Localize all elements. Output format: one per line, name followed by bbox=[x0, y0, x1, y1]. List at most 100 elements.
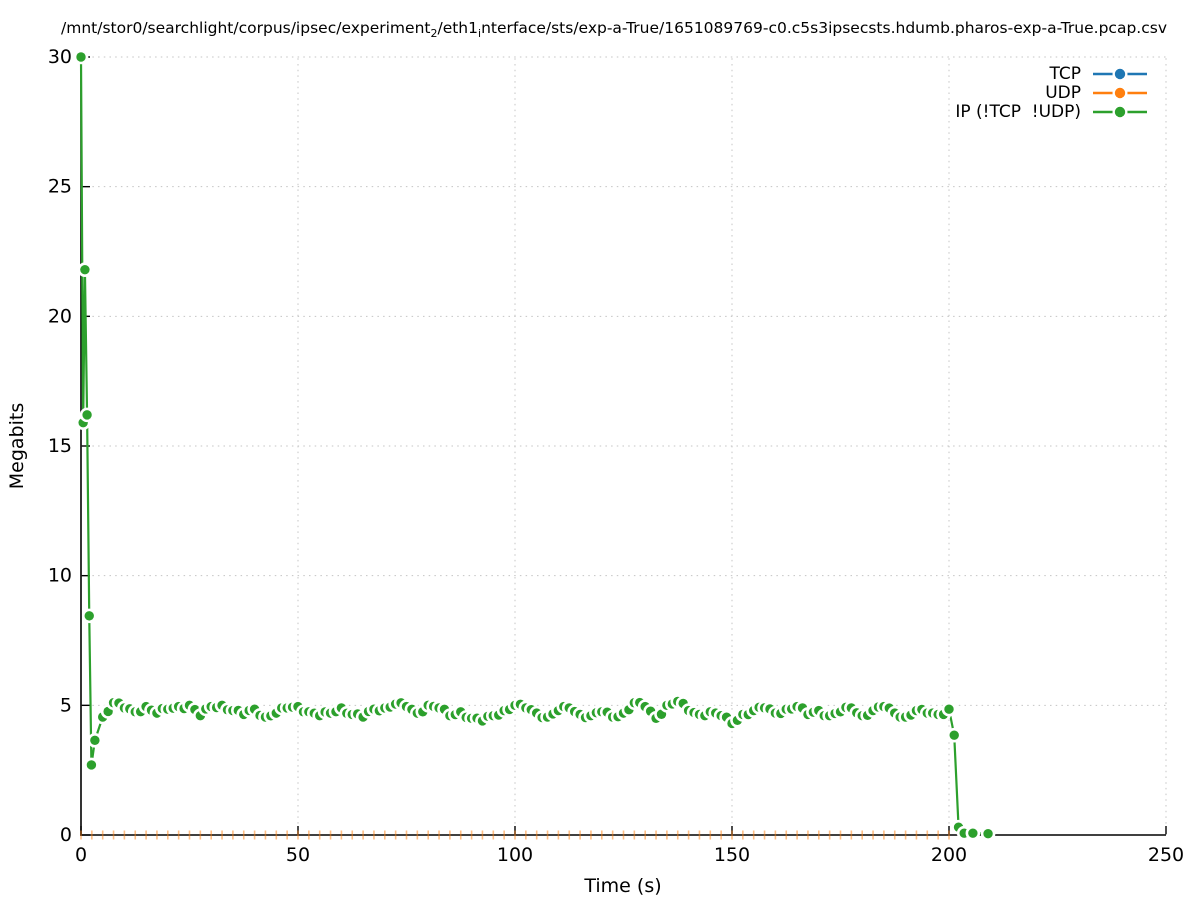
udp-point-marker bbox=[134, 830, 137, 840]
legend-marker-dot bbox=[1114, 106, 1126, 117]
legend: TCP UDP IP (!TCP !UDP) bbox=[955, 63, 1148, 122]
udp-point-marker bbox=[785, 830, 788, 840]
udp-point-marker bbox=[297, 830, 299, 840]
legend-row-udp: UDP bbox=[955, 82, 1148, 103]
ip-point-marker bbox=[983, 829, 993, 839]
ip-point-marker bbox=[86, 760, 97, 770]
legend-marker bbox=[1093, 66, 1147, 81]
x-tick-label: 100 bbox=[497, 844, 533, 866]
udp-point-marker bbox=[893, 830, 896, 840]
legend-row-tcp: TCP bbox=[955, 63, 1148, 84]
udp-point-marker bbox=[948, 830, 950, 840]
udp-point-marker bbox=[579, 830, 581, 840]
udp-point-marker bbox=[590, 830, 592, 840]
x-tick-label: 0 bbox=[75, 844, 87, 866]
x-tick-label: 200 bbox=[931, 844, 967, 866]
udp-point-marker bbox=[774, 830, 777, 840]
udp-point-marker bbox=[438, 830, 440, 840]
y-tick-label: 15 bbox=[48, 435, 72, 457]
udp-point-marker bbox=[286, 830, 288, 840]
udp-point-marker bbox=[937, 830, 939, 840]
udp-point-marker bbox=[459, 830, 462, 840]
udp-point-marker bbox=[384, 830, 386, 840]
udp-point-marker bbox=[188, 830, 191, 840]
udp-point-marker bbox=[503, 830, 505, 840]
ip-point-marker bbox=[90, 735, 100, 746]
udp-point-marker bbox=[514, 830, 516, 840]
udp-point-marker bbox=[818, 830, 820, 840]
legend-marker bbox=[1093, 85, 1147, 100]
udp-point-marker bbox=[329, 830, 332, 840]
udp-point-marker bbox=[275, 830, 278, 840]
chart-title-subscript-i: i bbox=[478, 27, 482, 40]
udp-point-marker bbox=[687, 830, 690, 840]
legend-marker bbox=[1093, 104, 1147, 119]
udp-point-marker bbox=[850, 830, 853, 840]
udp-point-marker bbox=[492, 830, 495, 840]
udp-point-marker bbox=[698, 830, 701, 840]
udp-point-marker bbox=[709, 830, 712, 840]
chart-title-part1: /mnt/stor0/searchlight/corpus/ipsec/expe… bbox=[61, 19, 431, 37]
ip-point-marker bbox=[80, 264, 90, 275]
udp-point-marker bbox=[525, 830, 527, 840]
udp-point-marker bbox=[872, 830, 874, 840]
udp-point-marker bbox=[796, 830, 798, 840]
legend-label: UDP bbox=[1045, 82, 1081, 103]
udp-point-marker bbox=[80, 830, 82, 840]
udp-point-marker bbox=[633, 830, 636, 840]
udp-point-marker bbox=[535, 830, 538, 840]
legend-label: TCP bbox=[1049, 63, 1081, 84]
udp-point-marker bbox=[362, 830, 364, 840]
legend-row-ip-tcp-udp: IP (!TCP !UDP) bbox=[955, 102, 1148, 122]
udp-point-marker bbox=[807, 830, 809, 840]
udp-point-marker bbox=[242, 830, 245, 840]
y-tick-label: 10 bbox=[48, 565, 72, 587]
chart-title: /mnt/stor0/searchlight/corpus/ipsec/expe… bbox=[31, 19, 1197, 40]
ip-point-marker bbox=[76, 52, 86, 62]
udp-point-marker bbox=[308, 830, 310, 840]
udp-point-marker bbox=[676, 830, 679, 840]
udp-point-marker bbox=[861, 830, 863, 840]
udp-point-marker bbox=[883, 830, 885, 840]
x-tick-label: 250 bbox=[1148, 844, 1184, 866]
ip-point-marker bbox=[944, 704, 954, 714]
udp-point-marker bbox=[427, 830, 429, 840]
udp-point-marker bbox=[145, 830, 147, 840]
udp-point-marker bbox=[112, 830, 115, 840]
udp-point-marker bbox=[655, 830, 657, 840]
udp-point-marker bbox=[763, 830, 766, 840]
udp-point-marker bbox=[546, 830, 549, 840]
udp-point-marker bbox=[557, 830, 560, 840]
udp-point-marker bbox=[926, 830, 929, 840]
ip-point-marker bbox=[949, 730, 959, 740]
udp-point-marker bbox=[123, 830, 126, 840]
chart-title-part2: /eth1 bbox=[437, 19, 478, 37]
udp-point-marker bbox=[644, 830, 646, 840]
udp-point-marker bbox=[416, 830, 419, 840]
udp-point-marker bbox=[449, 830, 451, 840]
udp-point-marker bbox=[731, 830, 733, 840]
udp-point-marker bbox=[839, 830, 842, 840]
x-tick-label: 150 bbox=[714, 844, 750, 866]
udp-point-marker bbox=[91, 830, 93, 840]
ip-point-marker bbox=[968, 828, 978, 838]
y-tick-label: 25 bbox=[48, 176, 72, 198]
udp-point-marker bbox=[373, 830, 375, 840]
udp-point-marker bbox=[720, 830, 722, 840]
udp-point-marker bbox=[101, 830, 104, 840]
y-tick-label: 5 bbox=[60, 694, 72, 716]
udp-point-marker bbox=[210, 830, 212, 840]
legend-marker-dot bbox=[1114, 68, 1126, 79]
udp-point-marker bbox=[340, 830, 343, 840]
udp-point-marker bbox=[177, 830, 180, 840]
udp-point-marker bbox=[666, 830, 668, 840]
udp-point-marker bbox=[253, 830, 256, 840]
y-tick-label: 30 bbox=[48, 46, 72, 68]
chart-title-part3: nterface/sts/exp-a-True/1651089769-c0.c5… bbox=[481, 19, 1167, 37]
legend-marker-dot bbox=[1114, 87, 1126, 98]
udp-point-marker bbox=[167, 830, 169, 840]
y-tick-label: 20 bbox=[48, 305, 72, 327]
udp-point-marker bbox=[742, 830, 744, 840]
